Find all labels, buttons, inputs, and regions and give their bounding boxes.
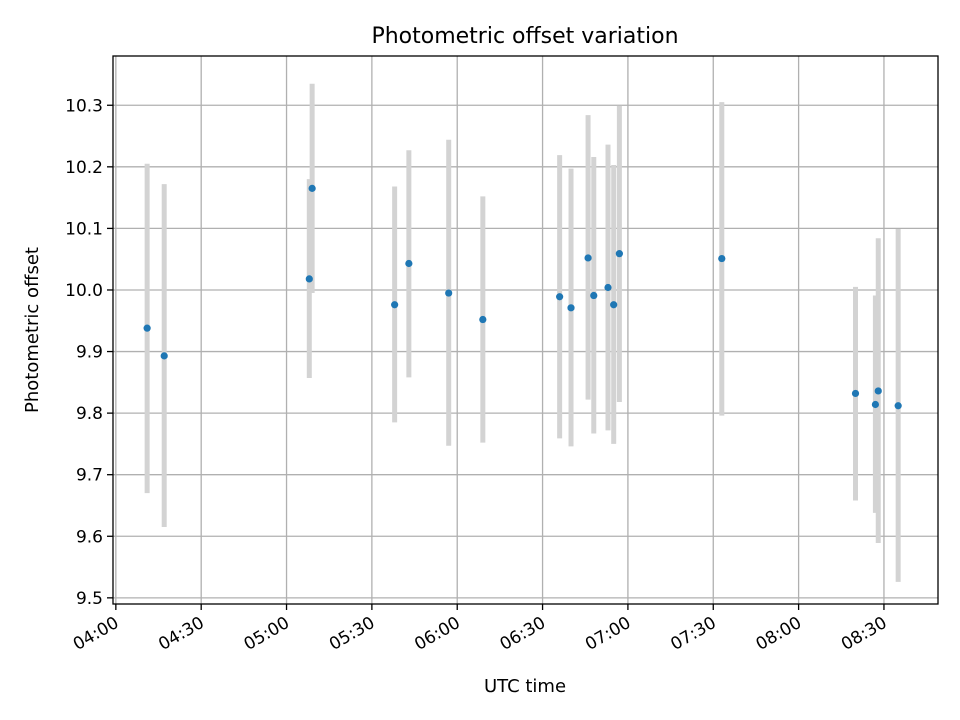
y-tick-label: 9.6 bbox=[76, 527, 103, 547]
y-tick-label: 10.1 bbox=[65, 219, 103, 239]
chart-title: Photometric offset variation bbox=[371, 24, 678, 49]
data-point bbox=[604, 283, 612, 292]
data-point bbox=[615, 250, 623, 258]
data-point bbox=[143, 324, 151, 332]
plot-frame bbox=[112, 55, 939, 605]
x-tick-label: 07:00 bbox=[582, 613, 634, 655]
data-point bbox=[305, 275, 313, 283]
y-axis-label: Photometric offset bbox=[22, 247, 43, 413]
data-point bbox=[871, 400, 880, 409]
x-axis-label: UTC time bbox=[484, 676, 566, 697]
data-point bbox=[556, 293, 564, 301]
data-point bbox=[610, 301, 618, 309]
x-tick-label: 06:30 bbox=[497, 613, 549, 655]
data-point bbox=[590, 291, 598, 300]
x-tick-label: 05:30 bbox=[326, 613, 378, 655]
y-tick-label: 10.3 bbox=[65, 96, 103, 116]
data-point bbox=[874, 387, 882, 395]
x-tick-label: 06:00 bbox=[411, 613, 463, 655]
data-point bbox=[567, 304, 575, 312]
data-point bbox=[894, 402, 902, 410]
x-tick-label: 05:00 bbox=[241, 613, 293, 655]
x-tick-label: 07:30 bbox=[667, 613, 719, 655]
data-points bbox=[143, 184, 902, 410]
y-tick-label: 10.0 bbox=[65, 281, 103, 301]
data-point bbox=[445, 289, 453, 297]
data-point bbox=[160, 352, 168, 360]
y-tick-label: 9.8 bbox=[76, 404, 103, 424]
y-tick-label: 9.5 bbox=[76, 589, 103, 609]
data-point bbox=[851, 389, 860, 398]
data-point bbox=[405, 259, 413, 268]
y-tick-label: 10.2 bbox=[65, 158, 103, 178]
data-point bbox=[308, 184, 316, 192]
y-tick-label: 9.9 bbox=[76, 343, 103, 363]
x-tick-label: 04:00 bbox=[70, 613, 122, 655]
data-point bbox=[479, 315, 487, 324]
x-tick-label: 04:30 bbox=[155, 613, 207, 655]
grid bbox=[113, 56, 938, 604]
y-axis-ticks: 9.5 9.6 9.7 9.8 9.9 10.0 10.1 10.2 10.3 bbox=[65, 96, 113, 609]
x-tick-label: 08:30 bbox=[838, 613, 890, 655]
error-bars bbox=[144, 83, 901, 582]
data-point bbox=[718, 254, 726, 263]
x-axis-ticks: 04:00 04:30 05:00 05:30 06:00 06:30 07:00 07:30… bbox=[70, 604, 890, 655]
data-point bbox=[584, 254, 592, 262]
y-tick-label: 9.7 bbox=[76, 466, 103, 486]
data-point bbox=[391, 301, 399, 309]
x-tick-label: 08:00 bbox=[753, 613, 805, 655]
